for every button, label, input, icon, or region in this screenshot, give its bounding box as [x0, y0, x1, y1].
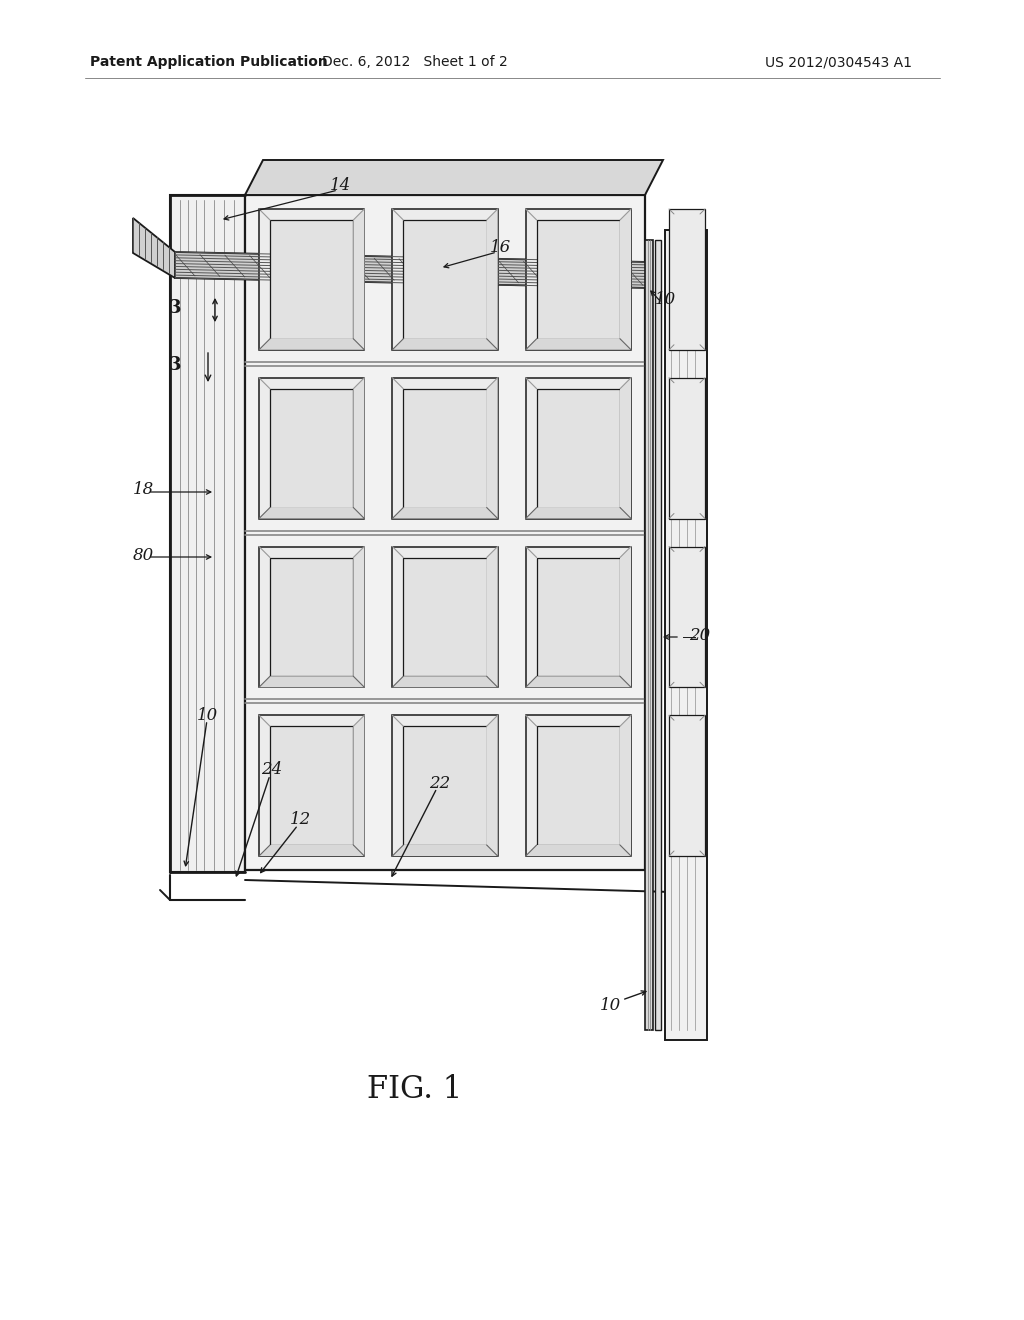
Polygon shape	[403, 389, 486, 507]
Polygon shape	[525, 507, 631, 519]
Text: 3: 3	[169, 300, 181, 317]
Polygon shape	[245, 160, 663, 195]
Text: FIG. 1: FIG. 1	[368, 1074, 463, 1106]
Polygon shape	[525, 676, 631, 688]
Text: 18: 18	[132, 482, 154, 499]
Polygon shape	[669, 715, 705, 855]
Polygon shape	[669, 378, 705, 519]
Polygon shape	[259, 715, 365, 855]
Polygon shape	[537, 220, 620, 339]
Polygon shape	[537, 557, 620, 676]
Polygon shape	[270, 389, 353, 507]
Polygon shape	[537, 389, 620, 507]
Polygon shape	[259, 339, 365, 350]
Text: 22: 22	[429, 775, 451, 792]
Polygon shape	[403, 726, 486, 845]
Polygon shape	[525, 339, 631, 350]
Polygon shape	[392, 715, 498, 855]
Polygon shape	[403, 220, 486, 339]
Polygon shape	[259, 507, 365, 519]
Polygon shape	[392, 546, 498, 688]
Polygon shape	[259, 546, 365, 688]
Text: 24: 24	[261, 762, 283, 779]
Text: 14: 14	[330, 177, 350, 194]
Polygon shape	[392, 378, 498, 519]
Polygon shape	[175, 252, 648, 288]
Text: Dec. 6, 2012   Sheet 1 of 2: Dec. 6, 2012 Sheet 1 of 2	[323, 55, 508, 69]
Text: 10: 10	[654, 292, 676, 309]
Polygon shape	[486, 715, 498, 855]
Polygon shape	[525, 209, 631, 350]
Polygon shape	[353, 715, 365, 855]
Polygon shape	[537, 726, 620, 845]
Polygon shape	[669, 209, 705, 350]
Polygon shape	[392, 507, 498, 519]
Text: 80: 80	[132, 546, 154, 564]
Text: US 2012/0304543 A1: US 2012/0304543 A1	[765, 55, 912, 69]
Polygon shape	[486, 546, 498, 688]
Text: Patent Application Publication: Patent Application Publication	[90, 55, 328, 69]
Polygon shape	[392, 845, 498, 855]
Text: 10: 10	[599, 997, 621, 1014]
Text: 16: 16	[489, 239, 511, 256]
Polygon shape	[620, 546, 631, 688]
Polygon shape	[620, 209, 631, 350]
Polygon shape	[403, 557, 486, 676]
Polygon shape	[525, 546, 631, 688]
Text: 20: 20	[689, 627, 711, 644]
Polygon shape	[270, 220, 353, 339]
Polygon shape	[645, 240, 653, 1030]
Polygon shape	[392, 209, 498, 350]
Polygon shape	[525, 845, 631, 855]
Polygon shape	[270, 557, 353, 676]
Polygon shape	[353, 209, 365, 350]
Text: 12: 12	[290, 812, 310, 829]
Polygon shape	[259, 209, 365, 350]
Polygon shape	[245, 195, 645, 870]
Polygon shape	[486, 209, 498, 350]
Polygon shape	[259, 378, 365, 519]
Polygon shape	[133, 218, 175, 279]
Polygon shape	[669, 546, 705, 688]
Polygon shape	[486, 378, 498, 519]
Polygon shape	[655, 240, 662, 1030]
Polygon shape	[525, 715, 631, 855]
Text: 3: 3	[169, 356, 181, 374]
Polygon shape	[620, 715, 631, 855]
Polygon shape	[353, 546, 365, 688]
Polygon shape	[259, 676, 365, 688]
Polygon shape	[270, 726, 353, 845]
Text: 10: 10	[197, 706, 218, 723]
Polygon shape	[525, 378, 631, 519]
Polygon shape	[665, 230, 707, 1040]
Polygon shape	[392, 676, 498, 688]
Polygon shape	[620, 378, 631, 519]
Polygon shape	[353, 378, 365, 519]
Polygon shape	[392, 339, 498, 350]
Polygon shape	[170, 195, 245, 873]
Polygon shape	[259, 845, 365, 855]
